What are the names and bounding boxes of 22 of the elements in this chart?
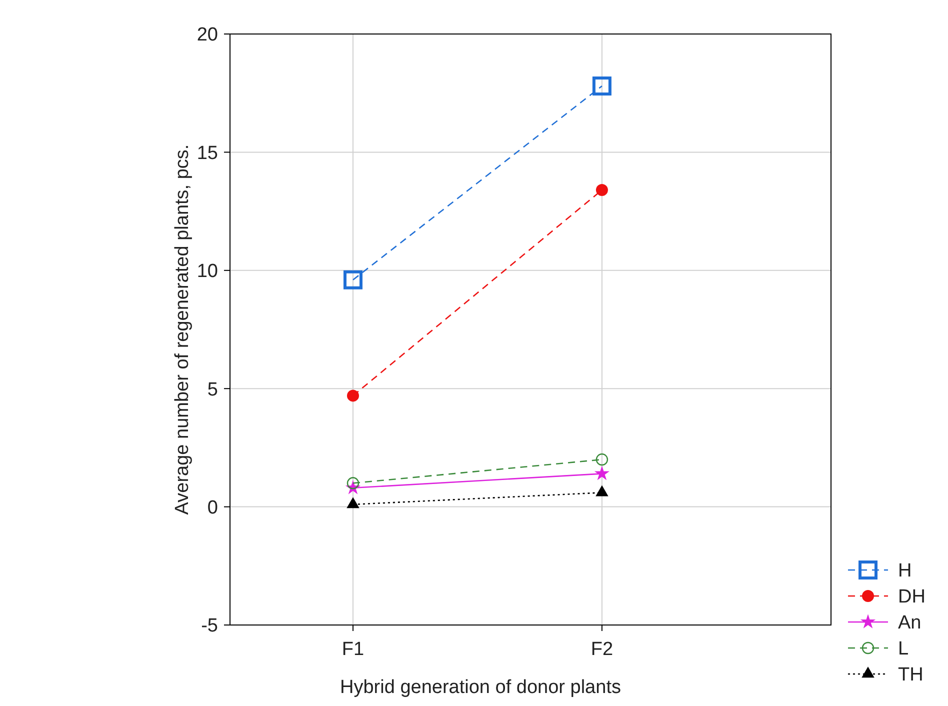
x-tick-label: F2 bbox=[590, 639, 614, 660]
x-tick-label: F1 bbox=[342, 639, 364, 660]
point bbox=[596, 184, 608, 196]
legend-label: DH bbox=[898, 586, 926, 608]
point bbox=[596, 453, 608, 466]
point bbox=[346, 477, 360, 490]
y-tick-label: 20 bbox=[196, 24, 218, 46]
legend-label: TH bbox=[898, 664, 924, 686]
point bbox=[594, 466, 610, 480]
x-axis-title: Hybrid generation of donor plants bbox=[340, 677, 621, 698]
legend-label: H bbox=[898, 560, 912, 582]
y-tick-label: -5 bbox=[201, 616, 218, 637]
y-axis-title: Average number of regenerated plants, pcs. bbox=[172, 144, 193, 515]
point bbox=[592, 76, 612, 96]
y-tick-label: 0 bbox=[207, 497, 218, 518]
legend-label: L bbox=[898, 638, 909, 660]
y-tick-label: 10 bbox=[196, 261, 218, 282]
point bbox=[346, 390, 359, 402]
y-tick-label: 5 bbox=[207, 379, 218, 400]
legend-label: An bbox=[898, 612, 922, 634]
point bbox=[343, 270, 362, 290]
y-tick-label: 15 bbox=[196, 142, 218, 164]
